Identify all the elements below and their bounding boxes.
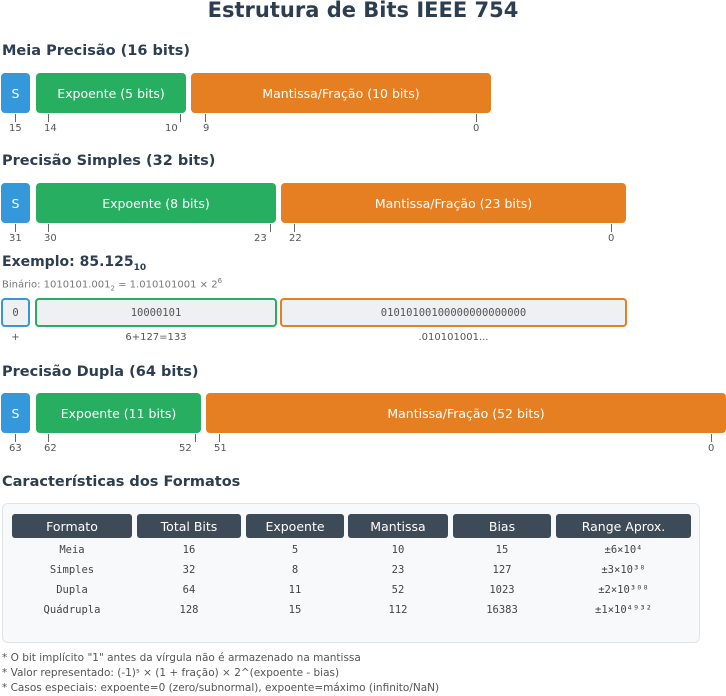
- table-cell: 16: [182, 544, 196, 556]
- formats-table-heading: Características dos Formatos: [2, 474, 241, 490]
- bit-index: 15: [9, 123, 22, 134]
- half-precision-heading: Meia Precisão (16 bits): [2, 43, 191, 59]
- table-cell: 64: [182, 584, 196, 596]
- bit-index: 0: [708, 443, 715, 454]
- half-mantissa-box: Mantissa/Fração (10 bits): [191, 73, 491, 113]
- table-cell: Simples: [49, 564, 95, 576]
- table-cell: 1023: [489, 584, 515, 596]
- table-cell: ±2×10³⁰⁸: [598, 584, 649, 596]
- double-sign-box: S: [1, 393, 30, 433]
- table-cell: 8: [291, 564, 299, 576]
- bit-tick: [611, 224, 612, 232]
- table-cell: 23: [391, 564, 405, 576]
- bit-index: 0: [473, 123, 480, 134]
- binary-exponent: 6: [217, 277, 223, 285]
- bit-index: 0: [608, 233, 615, 244]
- bit-tick: [15, 224, 16, 232]
- bit-tick: [270, 224, 271, 232]
- table-cell: Dupla: [56, 584, 88, 596]
- half-sign-box: S: [1, 73, 30, 113]
- page-title: Estrutura de Bits IEEE 754: [207, 0, 519, 22]
- example-exponent-label: 6+127=133: [125, 332, 187, 343]
- single-sign-box: S: [1, 183, 30, 223]
- table-header: Bias: [453, 514, 551, 538]
- table-header: Expoente: [246, 514, 344, 538]
- table-cell: ±6×10⁴: [604, 544, 643, 556]
- example-sign-label: +: [11, 332, 20, 343]
- bit-tick: [15, 434, 16, 442]
- bit-index: 30: [44, 233, 57, 244]
- double-exponent-box: Expoente (11 bits): [36, 393, 201, 433]
- table-cell: 127: [492, 564, 512, 576]
- table-cell: 128: [179, 604, 199, 616]
- table-cell: 112: [388, 604, 408, 616]
- bit-tick: [15, 114, 16, 122]
- half-exponent-box: Expoente (5 bits): [36, 73, 186, 113]
- formats-table-panel: Formato Total Bits Expoente Mantissa Bia…: [2, 503, 700, 643]
- table-cell: 15: [495, 544, 509, 556]
- example-heading: Exemplo: 85.12510: [2, 254, 147, 273]
- example-sign-bits: 0: [1, 298, 30, 327]
- bit-index: 51: [214, 443, 227, 454]
- example-heading-base: 10: [133, 262, 147, 273]
- table-cell: 10: [391, 544, 405, 556]
- table-header: Total Bits: [137, 514, 241, 538]
- table-cell: ±3×10³⁸: [601, 564, 646, 576]
- table-cell: 15: [288, 604, 302, 616]
- table-cell: 16383: [486, 604, 518, 616]
- double-mantissa-box: Mantissa/Fração (52 bits): [206, 393, 726, 433]
- bit-index: 10: [165, 123, 178, 134]
- bit-index: 23: [254, 233, 267, 244]
- bit-index: 31: [9, 233, 22, 244]
- table-header: Formato: [12, 514, 132, 538]
- example-exponent-bits: 10000101: [35, 298, 277, 327]
- binary-base: 2: [110, 284, 115, 293]
- bit-tick: [711, 434, 712, 442]
- example-mantissa-bits: 01010100100000000000000: [280, 298, 627, 327]
- table-cell: 52: [391, 584, 405, 596]
- bit-tick: [219, 434, 220, 442]
- table-cell: ±1×10⁴⁹³²: [595, 604, 652, 616]
- table-cell: Meia: [59, 544, 85, 556]
- table-cell: 5: [291, 544, 299, 556]
- table-cell: 11: [288, 584, 302, 596]
- bit-tick: [180, 114, 181, 122]
- bit-index: 52: [179, 443, 192, 454]
- table-cell: 32: [182, 564, 196, 576]
- bit-index: 14: [44, 123, 57, 134]
- bit-tick: [195, 434, 196, 442]
- bit-tick: [294, 224, 295, 232]
- table-header: Range Aprox.: [556, 514, 691, 538]
- bit-tick: [48, 434, 49, 442]
- bit-index: 9: [203, 123, 210, 134]
- note-implicit-bit: * O bit implícito "1" antes da vírgula n…: [2, 652, 361, 664]
- single-exponent-box: Expoente (8 bits): [36, 183, 276, 223]
- bit-tick: [48, 114, 49, 122]
- bit-index: 62: [44, 443, 57, 454]
- table-header: Mantissa: [348, 514, 448, 538]
- note-value-formula: * Valor representado: (-1)ˢ × (1 + fraçã…: [2, 667, 340, 679]
- example-binary-line: Binário: 1010101.0012 = 1.010101001 × 26: [2, 277, 223, 293]
- single-mantissa-box: Mantissa/Fração (23 bits): [281, 183, 626, 223]
- bit-index: 22: [289, 233, 302, 244]
- single-precision-heading: Precisão Simples (32 bits): [2, 153, 216, 169]
- bit-tick: [48, 224, 49, 232]
- example-mantissa-label: .010101001...: [418, 332, 489, 343]
- bit-tick: [476, 114, 477, 122]
- note-special-cases: * Casos especiais: expoente=0 (zero/subn…: [2, 682, 440, 694]
- bit-index: 63: [9, 443, 22, 454]
- double-precision-heading: Precisão Dupla (64 bits): [2, 364, 199, 380]
- table-cell: Quádrupla: [43, 604, 101, 616]
- bit-tick: [205, 114, 206, 122]
